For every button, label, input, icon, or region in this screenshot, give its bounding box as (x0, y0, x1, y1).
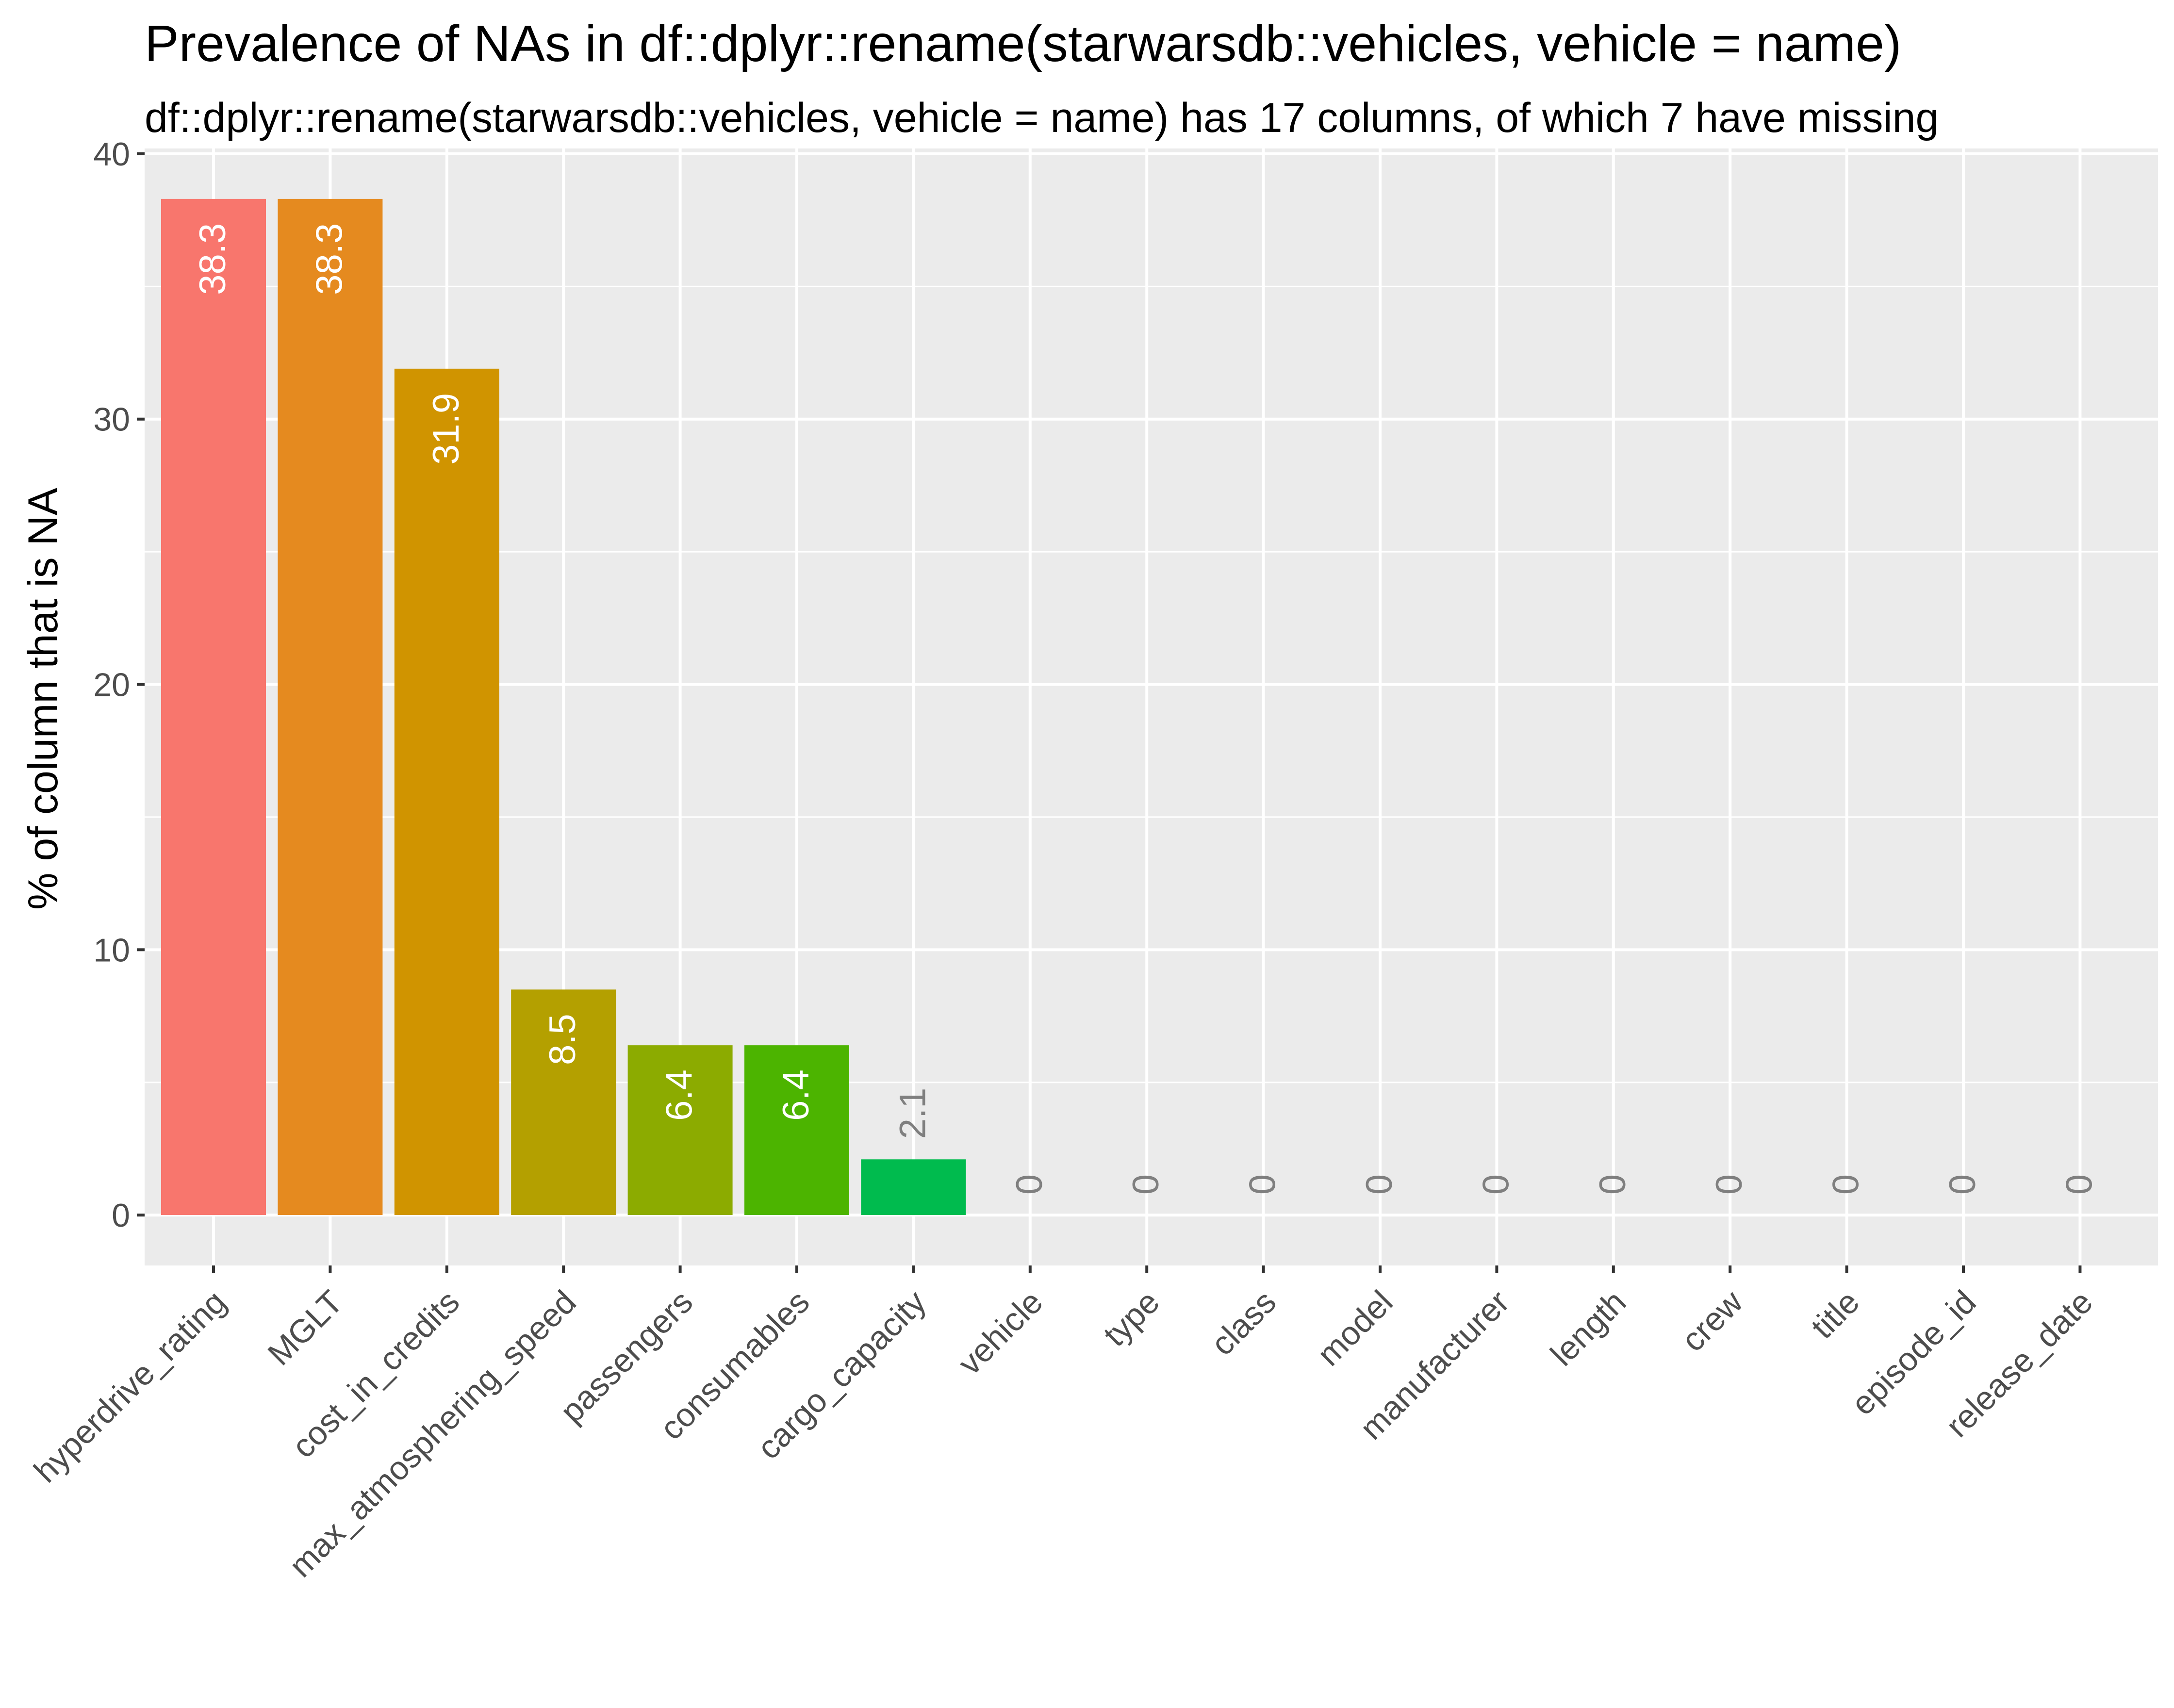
bar-value-label: 0 (1709, 1174, 1750, 1195)
x-tick-label: vehicle (951, 1283, 1050, 1382)
y-tick-label: 30 (93, 401, 130, 438)
bar-labels: 38.3 38.3 31.9 8.5 6.4 6.4 2.1 0 0 0 0 0 0 0 0 0 0 (192, 223, 2100, 1195)
bar-value-label: 0 (1242, 1174, 1284, 1195)
bar-value-label: 31.9 (426, 393, 467, 465)
x-tick-label: type (1096, 1283, 1167, 1354)
bar (511, 989, 616, 1215)
bar (161, 198, 266, 1215)
y-tick-label: 40 (93, 136, 130, 173)
x-tick-label: length (1544, 1283, 1633, 1373)
y-axis-label: % of column that is NA (20, 487, 66, 910)
bar (744, 1045, 849, 1215)
y-axis: 0 10 20 30 40 (93, 136, 145, 1234)
bar-value-label: 0 (1009, 1174, 1050, 1195)
x-tick-label: class (1204, 1283, 1283, 1363)
bar-value-label: 0 (1826, 1174, 1867, 1195)
bar-value-label: 6.4 (775, 1069, 817, 1121)
bar-value-label: 0 (1359, 1174, 1400, 1195)
bar (861, 1159, 966, 1215)
x-tick-label: hyperdrive_rating (27, 1283, 233, 1490)
y-tick-label: 20 (93, 667, 130, 704)
bar (627, 1045, 733, 1215)
y-tick-label: 10 (93, 932, 130, 969)
chart-title: Prevalence of NAs in df::dplyr::rename(s… (145, 15, 1901, 72)
bar-value-label: 38.3 (192, 223, 233, 295)
bar (394, 368, 499, 1215)
chart-subtitle: df::dplyr::rename(starwarsdb::vehicles, … (145, 95, 1939, 141)
bar-value-label: 0 (2059, 1174, 2100, 1195)
bar-value-label: 0 (1592, 1174, 1633, 1195)
x-tick-label: MGLT (261, 1283, 350, 1373)
x-tick-label: title (1804, 1283, 1867, 1346)
bar (278, 198, 383, 1215)
bar-value-label: 38.3 (309, 223, 350, 295)
bar-value-label: 2.1 (892, 1088, 933, 1139)
bar-value-label: 8.5 (542, 1014, 583, 1065)
bar-value-label: 0 (1475, 1174, 1516, 1195)
x-tick-label: model (1310, 1283, 1400, 1373)
x-tick-label: crew (1675, 1283, 1750, 1359)
y-tick-label: 0 (112, 1197, 130, 1234)
bars (161, 198, 966, 1215)
x-axis: hyperdrive_rating MGLTcost_in_creditsmax_… (27, 1265, 2100, 1584)
bar-value-label: 0 (1942, 1174, 1983, 1195)
bar-value-label: 0 (1125, 1174, 1167, 1195)
bar-value-label: 6.4 (659, 1069, 700, 1121)
